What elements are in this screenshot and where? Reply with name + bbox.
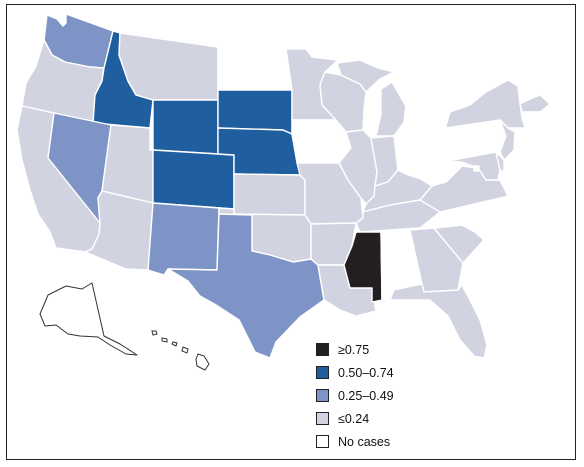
state-de — [495, 151, 505, 173]
state-co — [152, 149, 235, 210]
state-nc — [433, 195, 517, 241]
state-ct — [521, 111, 537, 129]
state-dc — [473, 165, 480, 172]
state-wv — [420, 150, 463, 187]
state-me — [533, 35, 567, 96]
legend-swatch — [316, 435, 329, 448]
legend-item: 0.50–0.74 — [316, 361, 446, 384]
state-nm — [147, 202, 220, 276]
state-ut — [101, 124, 154, 204]
legend: ≥0.75 0.50–0.74 0.25–0.49 ≤0.24 No cases — [316, 338, 446, 453]
state-sd — [217, 89, 293, 135]
state-wy — [152, 99, 219, 155]
legend-label: ≤0.24 — [338, 411, 370, 426]
legend-swatch — [316, 343, 329, 356]
legend-label: 0.25–0.49 — [338, 388, 394, 403]
state-ri — [535, 111, 543, 125]
legend-label: No cases — [338, 434, 391, 449]
state-ak — [39, 282, 138, 356]
state-ks — [233, 173, 306, 216]
legend-label: 0.50–0.74 — [338, 365, 394, 380]
legend-item: 0.25–0.49 — [316, 384, 446, 407]
state-nj — [499, 119, 516, 161]
legend-item: No cases — [316, 430, 446, 453]
state-mt — [118, 32, 219, 101]
state-hi — [151, 330, 210, 371]
state-fl — [389, 283, 488, 359]
state-nd — [217, 46, 293, 91]
legend-swatch — [316, 366, 329, 379]
legend-swatch — [316, 412, 329, 425]
legend-item: ≥0.75 — [316, 338, 446, 361]
state-mi — [336, 59, 407, 137]
legend-label: ≥0.75 — [338, 342, 370, 357]
legend-swatch — [316, 389, 329, 402]
state-tn — [355, 196, 447, 233]
legend-item: ≤0.24 — [316, 407, 446, 430]
state-tx — [167, 213, 325, 359]
